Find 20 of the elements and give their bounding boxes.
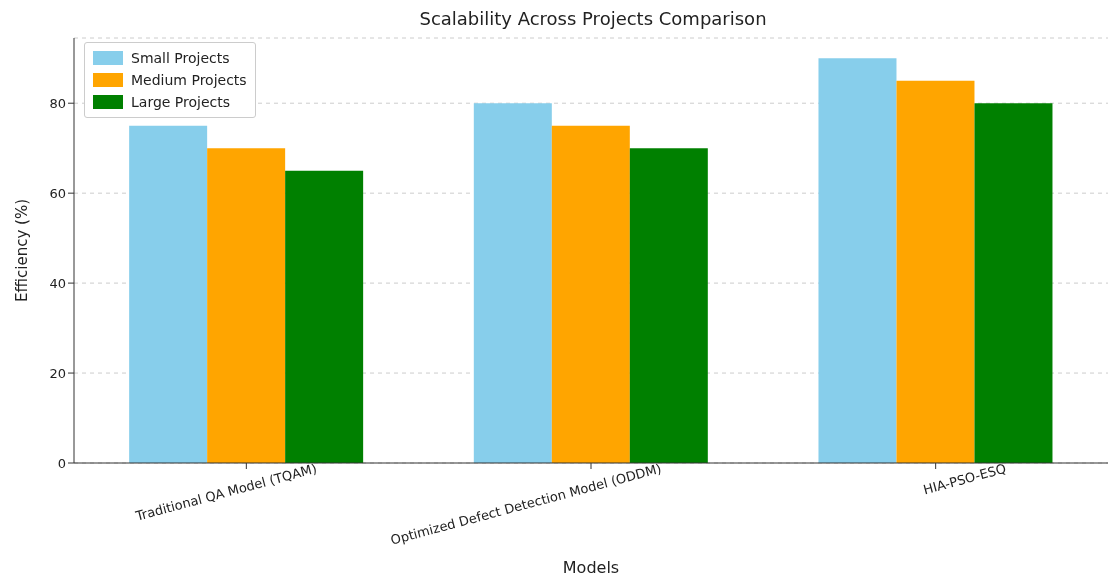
bar [974,103,1053,463]
bar [896,80,975,463]
legend-label: Large Projects [131,94,231,110]
bar [207,148,286,463]
chart-title: Scalability Across Projects Comparison [418,8,768,31]
bar [818,58,897,463]
bar [285,170,364,463]
y-tick-label: 80 [49,95,66,111]
bar [551,125,630,463]
y-axis-title: Efficiency (%) [13,199,32,302]
y-tick-label: 0 [57,455,66,471]
bar [129,125,208,463]
bar [473,103,552,463]
bar [629,148,708,463]
legend-label: Medium Projects [131,72,247,88]
legend-label: Small Projects [131,50,230,66]
y-tick-label: 40 [49,275,66,291]
y-tick-label: 20 [49,365,66,381]
y-tick-label: 60 [49,185,66,201]
x-axis-title: Models [562,558,620,577]
